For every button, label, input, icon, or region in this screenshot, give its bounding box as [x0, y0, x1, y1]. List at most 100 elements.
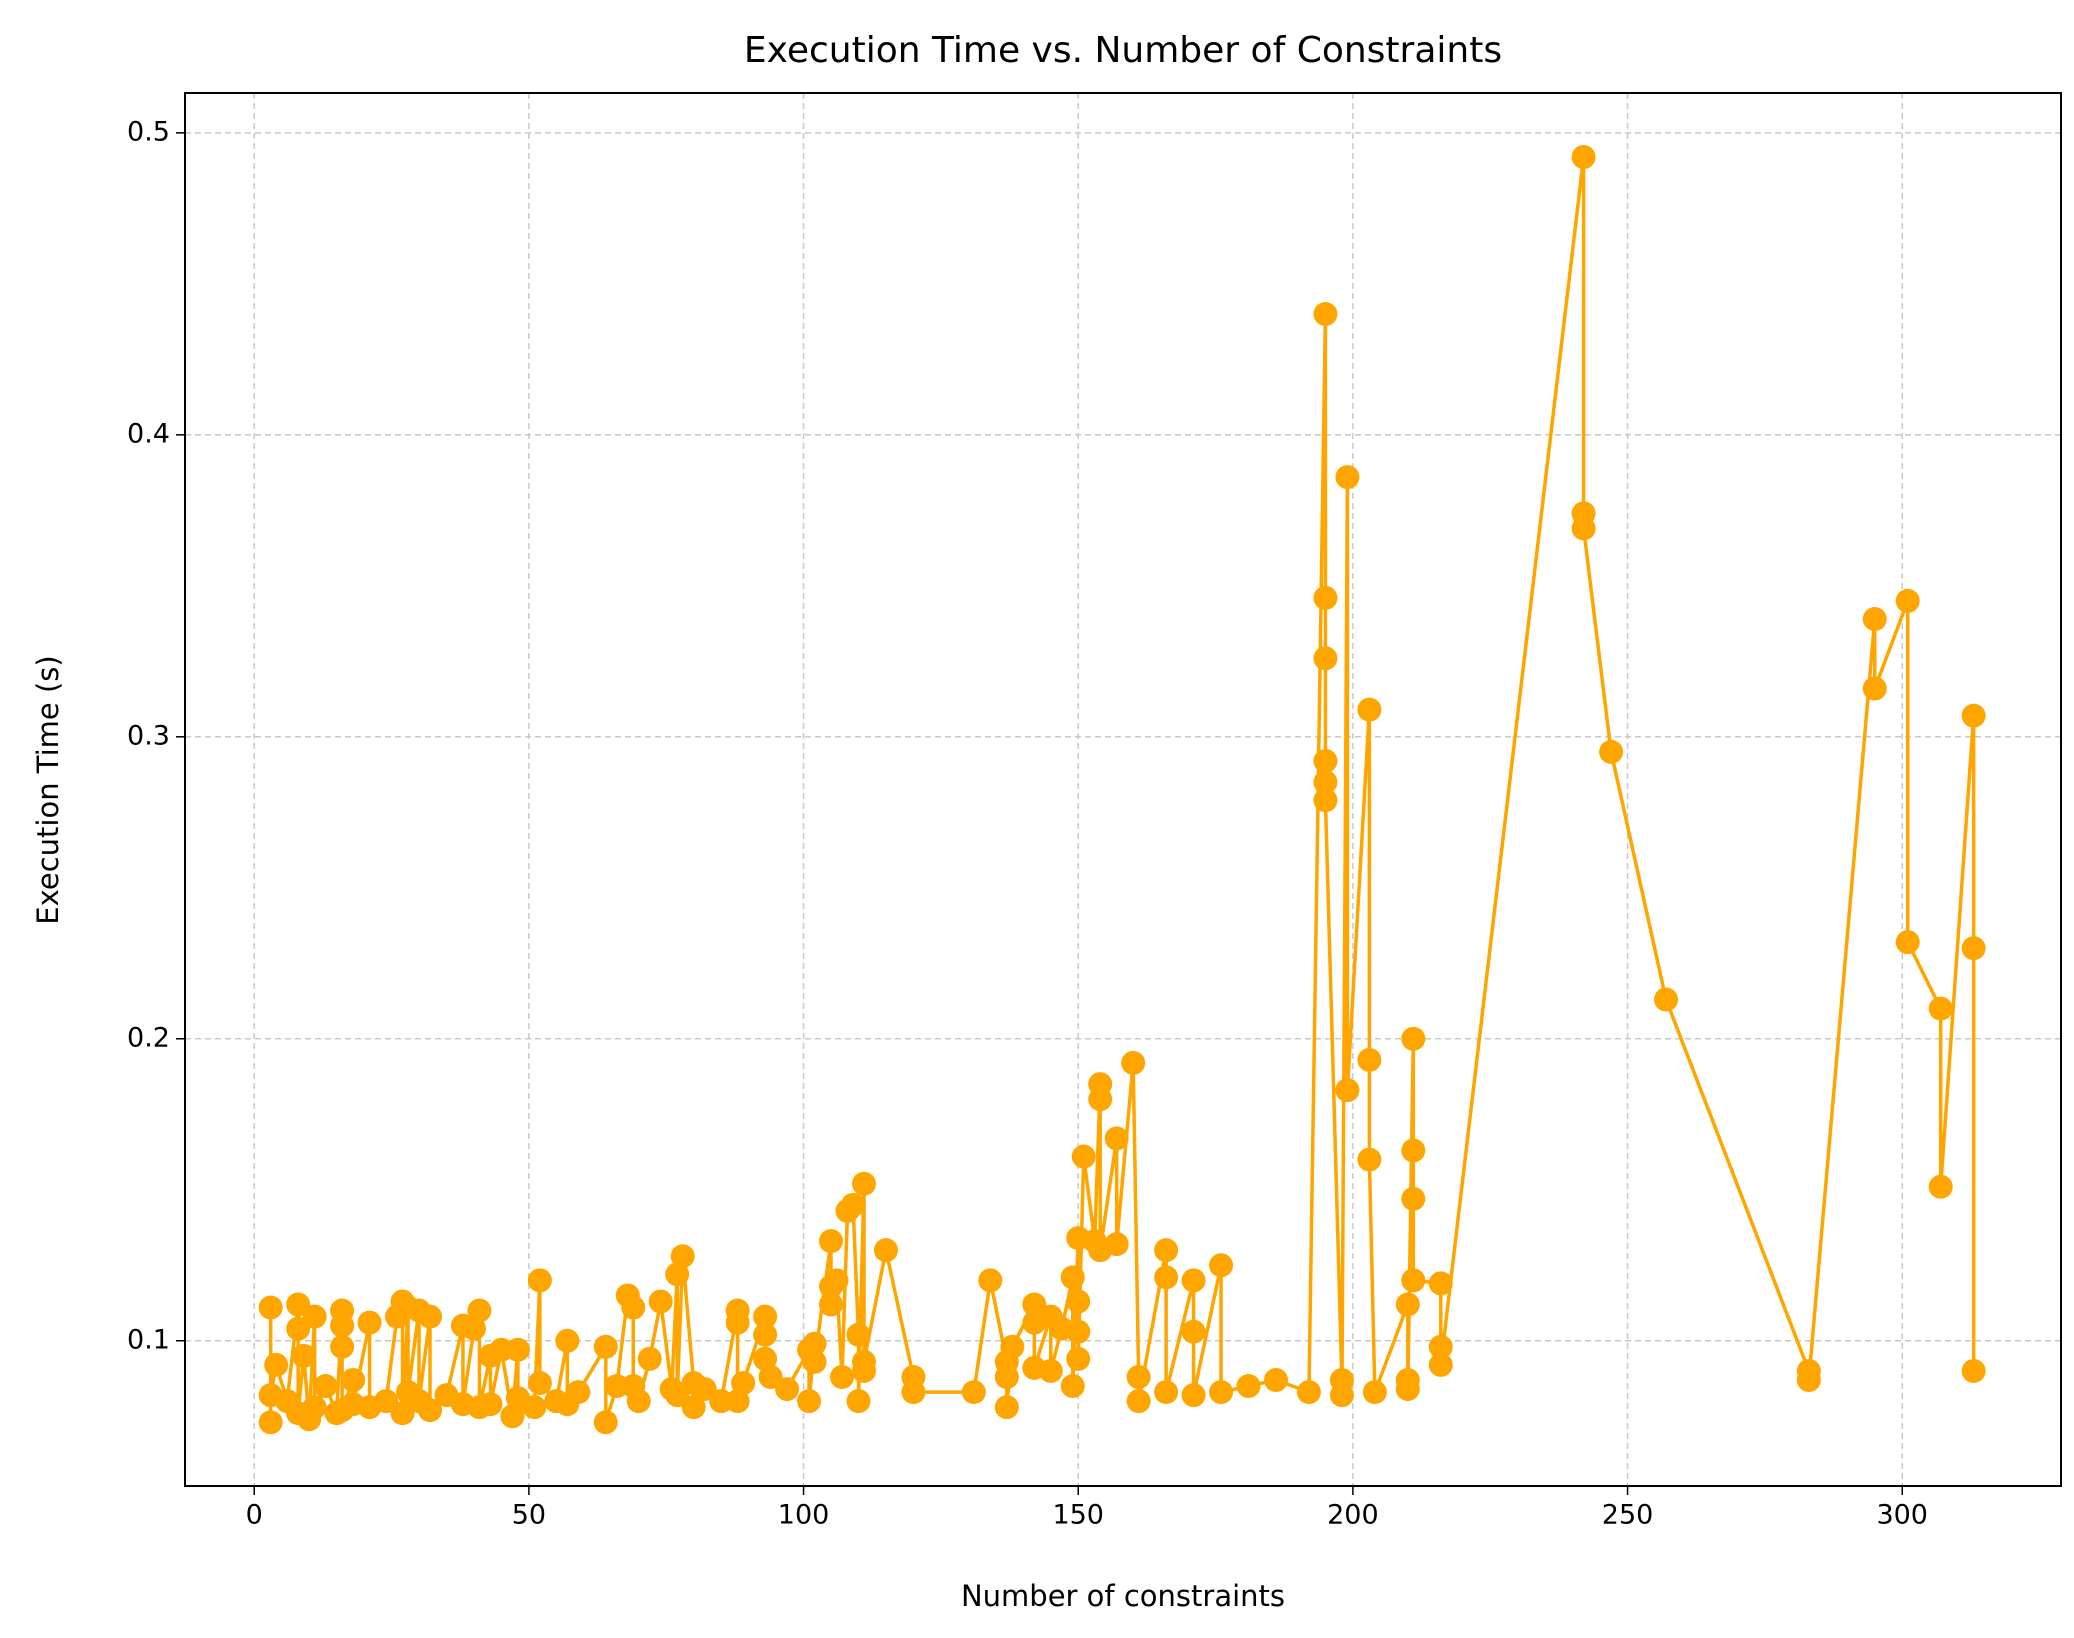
- data-point: [846, 1322, 871, 1347]
- data-point: [1961, 703, 1986, 728]
- data-point: [1362, 1380, 1387, 1405]
- data-point: [604, 1374, 629, 1399]
- data-point: [286, 1316, 311, 1341]
- data-point: [1862, 607, 1887, 632]
- x-tick-label: 50: [512, 1500, 546, 1531]
- data-point: [418, 1304, 443, 1329]
- y-tick-label: 0.5: [127, 116, 170, 147]
- x-tick-label: 100: [778, 1500, 830, 1531]
- plot-frame: [184, 92, 2062, 1487]
- data-point: [461, 1316, 486, 1341]
- data-point: [824, 1268, 849, 1293]
- data-point: [1154, 1265, 1179, 1290]
- data-point: [1066, 1346, 1091, 1371]
- data-point: [797, 1389, 822, 1414]
- data-point: [851, 1349, 876, 1374]
- x-tick-label: 300: [1876, 1500, 1928, 1531]
- data-point: [637, 1346, 662, 1371]
- data-point: [1335, 465, 1360, 490]
- data-point: [994, 1395, 1019, 1420]
- data-point: [758, 1364, 783, 1389]
- data-point: [467, 1298, 492, 1323]
- data-point: [1571, 516, 1596, 541]
- data-point: [648, 1289, 673, 1314]
- data-point: [489, 1337, 514, 1362]
- data-point: [1181, 1268, 1206, 1293]
- data-point: [1571, 145, 1596, 170]
- data-point: [1313, 646, 1338, 671]
- x-tick-label: 0: [246, 1500, 263, 1531]
- data-point: [1928, 1174, 1953, 1199]
- data-point: [725, 1310, 750, 1335]
- data-point: [302, 1304, 327, 1329]
- data-point: [1862, 676, 1887, 701]
- data-point: [1895, 588, 1920, 613]
- data-point: [1104, 1126, 1129, 1151]
- data-point: [1599, 739, 1624, 764]
- data-point: [1000, 1334, 1025, 1359]
- data-point: [753, 1304, 778, 1329]
- data-point: [819, 1292, 844, 1317]
- data-point: [1335, 1078, 1360, 1103]
- data-point: [901, 1380, 926, 1405]
- data-point: [1209, 1253, 1234, 1278]
- data-point: [1395, 1292, 1420, 1317]
- data-point: [665, 1262, 690, 1287]
- data-point: [665, 1383, 690, 1408]
- x-tick-label: 250: [1602, 1500, 1654, 1531]
- x-tick-label: 200: [1327, 1500, 1379, 1531]
- data-point: [500, 1404, 525, 1429]
- data-point: [1060, 1374, 1085, 1399]
- data-point: [593, 1410, 618, 1435]
- data-point: [1961, 936, 1986, 961]
- data-point: [873, 1238, 898, 1263]
- data-point: [374, 1389, 399, 1414]
- data-point: [1796, 1368, 1821, 1393]
- data-point: [258, 1295, 283, 1320]
- data-point: [1154, 1238, 1179, 1263]
- data-point: [725, 1389, 750, 1414]
- data-point: [1313, 770, 1338, 795]
- data-point: [1126, 1364, 1151, 1389]
- data-point: [1236, 1374, 1261, 1399]
- data-point: [775, 1377, 800, 1402]
- data-point: [313, 1374, 338, 1399]
- data-point: [1895, 930, 1920, 955]
- data-point: [1313, 748, 1338, 773]
- data-point: [1401, 1138, 1426, 1163]
- data-point: [1428, 1352, 1453, 1377]
- y-tick-label: 0.1: [127, 1324, 170, 1355]
- data-point: [286, 1292, 311, 1317]
- data-point: [1961, 1358, 1986, 1383]
- data-point: [753, 1346, 778, 1371]
- data-point: [593, 1334, 618, 1359]
- data-point: [709, 1389, 734, 1414]
- data-point: [753, 1322, 778, 1347]
- data-point: [978, 1268, 1003, 1293]
- data-point: [1209, 1380, 1234, 1405]
- data-point: [1928, 996, 1953, 1021]
- data-point: [1401, 1026, 1426, 1051]
- data-point: [1357, 1147, 1382, 1172]
- data-point: [802, 1349, 827, 1374]
- data-point: [1121, 1050, 1146, 1075]
- data-point: [994, 1364, 1019, 1389]
- data-point: [555, 1328, 580, 1353]
- y-tick-label: 0.2: [127, 1022, 170, 1053]
- data-point: [802, 1331, 827, 1356]
- data-point: [1181, 1319, 1206, 1344]
- data-point: [1060, 1265, 1085, 1290]
- data-point: [478, 1392, 503, 1417]
- data-point: [341, 1368, 366, 1393]
- data-point: [731, 1371, 756, 1396]
- data-point: [1395, 1377, 1420, 1402]
- data-point: [1428, 1271, 1453, 1296]
- data-point: [527, 1268, 552, 1293]
- data-point: [1066, 1289, 1091, 1314]
- data-point: [1104, 1232, 1129, 1257]
- x-tick-label: 150: [1052, 1500, 1104, 1531]
- data-point: [357, 1310, 382, 1335]
- data-point: [330, 1334, 355, 1359]
